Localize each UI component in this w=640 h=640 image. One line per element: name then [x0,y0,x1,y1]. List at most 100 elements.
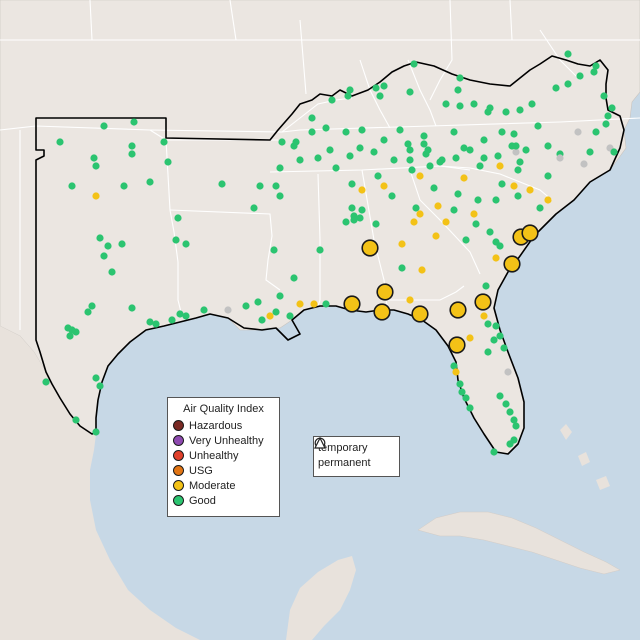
good-monitor-marker[interactable] [168,316,176,324]
moderate-monitor-marker[interactable] [92,192,100,200]
good-monitor-marker[interactable] [372,220,380,228]
moderate-monitor-marker[interactable] [460,174,468,182]
good-monitor-marker[interactable] [146,178,154,186]
good-monitor-marker[interactable] [342,218,350,226]
good-monitor-marker[interactable] [254,298,262,306]
good-monitor-marker[interactable] [426,162,434,170]
good-monitor-marker[interactable] [292,138,300,146]
moderate-monitor-marker[interactable] [410,218,418,226]
moderate-temporary-monitor-marker[interactable] [373,303,391,321]
good-monitor-marker[interactable] [490,448,498,456]
good-monitor-marker[interactable] [128,150,136,158]
good-monitor-marker[interactable] [68,326,76,334]
good-monitor-marker[interactable] [174,214,182,222]
good-monitor-marker[interactable] [590,68,598,76]
no-data-monitor-marker[interactable] [504,368,512,376]
good-monitor-marker[interactable] [152,320,160,328]
good-monitor-marker[interactable] [438,156,446,164]
good-monitor-marker[interactable] [490,336,498,344]
good-monitor-marker[interactable] [502,400,510,408]
good-monitor-marker[interactable] [120,182,128,190]
good-monitor-marker[interactable] [322,124,330,132]
good-monitor-marker[interactable] [346,86,354,94]
good-monitor-marker[interactable] [576,72,584,80]
moderate-monitor-marker[interactable] [544,196,552,204]
moderate-temporary-monitor-marker[interactable] [448,336,466,354]
moderate-monitor-marker[interactable] [470,210,478,218]
moderate-monitor-marker[interactable] [418,266,426,274]
good-monitor-marker[interactable] [484,348,492,356]
good-monitor-marker[interactable] [296,156,304,164]
moderate-monitor-marker[interactable] [406,296,414,304]
good-monitor-marker[interactable] [522,146,530,154]
good-monitor-marker[interactable] [160,138,168,146]
good-monitor-marker[interactable] [602,120,610,128]
good-monitor-marker[interactable] [544,172,552,180]
moderate-monitor-marker[interactable] [380,182,388,190]
good-monitor-marker[interactable] [344,92,352,100]
good-monitor-marker[interactable] [480,154,488,162]
good-monitor-marker[interactable] [492,196,500,204]
good-monitor-marker[interactable] [128,142,136,150]
good-monitor-marker[interactable] [492,238,500,246]
good-monitor-marker[interactable] [128,304,136,312]
good-monitor-marker[interactable] [164,158,172,166]
good-monitor-marker[interactable] [358,126,366,134]
good-monitor-marker[interactable] [514,192,522,200]
moderate-monitor-marker[interactable] [452,368,460,376]
good-monitor-marker[interactable] [372,84,380,92]
good-monitor-marker[interactable] [482,282,490,290]
moderate-monitor-marker[interactable] [432,232,440,240]
good-monitor-marker[interactable] [430,184,438,192]
good-monitor-marker[interactable] [516,158,524,166]
good-monitor-marker[interactable] [470,100,478,108]
good-monitor-marker[interactable] [356,214,364,222]
good-monitor-marker[interactable] [456,380,464,388]
good-monitor-marker[interactable] [498,180,506,188]
good-monitor-marker[interactable] [72,416,80,424]
good-monitor-marker[interactable] [326,146,334,154]
good-monitor-marker[interactable] [276,164,284,172]
good-monitor-marker[interactable] [256,182,264,190]
good-monitor-marker[interactable] [172,236,180,244]
good-monitor-marker[interactable] [404,140,412,148]
good-monitor-marker[interactable] [96,382,104,390]
good-monitor-marker[interactable] [462,236,470,244]
good-monitor-marker[interactable] [278,138,286,146]
good-monitor-marker[interactable] [420,132,428,140]
good-monitor-marker[interactable] [388,192,396,200]
good-monitor-marker[interactable] [454,86,462,94]
moderate-monitor-marker[interactable] [266,312,274,320]
good-monitor-marker[interactable] [356,144,364,152]
good-monitor-marker[interactable] [500,344,508,352]
good-monitor-marker[interactable] [92,162,100,170]
good-monitor-marker[interactable] [510,130,518,138]
good-monitor-marker[interactable] [182,240,190,248]
good-monitor-marker[interactable] [456,102,464,110]
good-monitor-marker[interactable] [474,196,482,204]
good-monitor-marker[interactable] [68,182,76,190]
good-monitor-marker[interactable] [308,128,316,136]
moderate-monitor-marker[interactable] [510,182,518,190]
moderate-temporary-monitor-marker[interactable] [503,255,521,273]
good-monitor-marker[interactable] [450,362,458,370]
good-monitor-marker[interactable] [498,128,506,136]
good-monitor-marker[interactable] [272,182,280,190]
good-monitor-marker[interactable] [332,164,340,172]
good-monitor-marker[interactable] [84,308,92,316]
good-monitor-marker[interactable] [600,92,608,100]
moderate-temporary-monitor-marker[interactable] [474,293,492,311]
moderate-monitor-marker[interactable] [442,218,450,226]
good-monitor-marker[interactable] [514,166,522,174]
good-monitor-marker[interactable] [460,144,468,152]
good-monitor-marker[interactable] [452,154,460,162]
good-monitor-marker[interactable] [66,332,74,340]
good-monitor-marker[interactable] [108,268,116,276]
good-monitor-marker[interactable] [536,204,544,212]
good-monitor-marker[interactable] [592,62,600,70]
good-monitor-marker[interactable] [286,312,294,320]
good-monitor-marker[interactable] [492,322,500,330]
moderate-temporary-monitor-marker[interactable] [521,224,539,242]
good-monitor-marker[interactable] [380,136,388,144]
good-monitor-marker[interactable] [512,422,520,430]
